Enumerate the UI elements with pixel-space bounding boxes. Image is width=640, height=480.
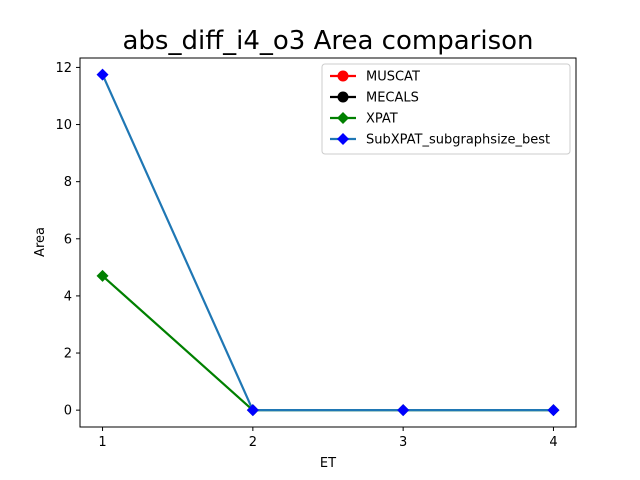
data-point <box>397 404 410 417</box>
series-3 <box>96 68 560 417</box>
y-axis-label: Area <box>33 227 48 257</box>
legend-label: XPAT <box>366 112 398 127</box>
y-tick-label: 2 <box>64 347 72 362</box>
legend-marker <box>337 112 349 124</box>
data-point <box>246 404 259 417</box>
y-axis: 0 2 4 6 8 10 12 <box>55 61 80 419</box>
data-point <box>96 269 109 282</box>
data-point <box>547 404 560 417</box>
legend-marker <box>337 91 349 103</box>
x-axis-label: ET <box>320 456 336 471</box>
legend-marker <box>337 133 349 145</box>
y-tick-label: 8 <box>64 175 72 190</box>
y-tick-label: 4 <box>64 289 72 304</box>
series-line <box>101 74 554 412</box>
x-tick-label: 1 <box>98 435 106 450</box>
legend-box <box>321 63 571 155</box>
legend-item: SubXPAT_subgraphsize_best <box>330 133 550 148</box>
x-tick-label: 4 <box>549 435 557 450</box>
legend-label: SubXPAT_subgraphsize_best <box>366 133 550 148</box>
y-tick-label: 6 <box>64 232 72 247</box>
legend-marker <box>337 70 349 82</box>
y-tick-label: 10 <box>55 118 72 133</box>
legend-item: MUSCAT <box>330 70 420 85</box>
series-layer <box>96 68 560 417</box>
data-point <box>96 68 109 81</box>
legend: MUSCAT MECALS XPAT SubXPAT_subgraphsize_bes… <box>321 63 571 155</box>
legend-label: MECALS <box>366 91 419 106</box>
legend-item: XPAT <box>330 112 398 127</box>
x-tick-label: 3 <box>399 435 407 450</box>
legend-label: MUSCAT <box>366 70 420 85</box>
chart-title: abs_diff_i4_o3 Area comparison <box>122 26 533 56</box>
y-tick-label: 0 <box>64 404 72 419</box>
legend-item: MECALS <box>330 91 419 106</box>
y-tick-label: 12 <box>55 61 72 76</box>
x-axis: 1 2 3 4 <box>98 427 558 450</box>
x-tick-label: 2 <box>249 435 257 450</box>
plot-frame <box>79 57 577 428</box>
